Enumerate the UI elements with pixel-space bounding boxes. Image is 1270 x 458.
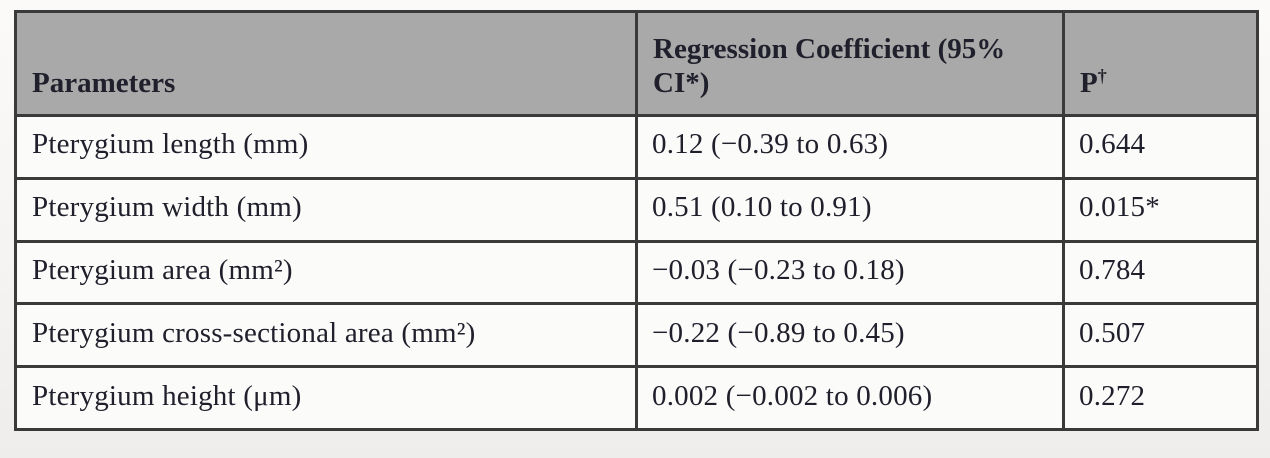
dagger-footnote-marker: † (1097, 65, 1107, 86)
p-value-cell: 0.644 (1062, 114, 1259, 180)
regression-results-table: Parameters Regression Coefficient (95% C… (14, 10, 1259, 431)
p-label: P (1080, 66, 1098, 99)
coefficient-cell: 0.002 (−0.002 to 0.006) (635, 365, 1065, 431)
p-value-cell: 0.272 (1062, 365, 1259, 431)
coefficient-cell: 0.51 (0.10 to 0.91) (635, 176, 1065, 243)
p-value-cell: 0.507 (1062, 302, 1259, 369)
table-row: Pterygium cross-sectional area (mm²) −0.… (14, 302, 1259, 369)
table-row: Pterygium area (mm²) −0.03 (−0.23 to 0.1… (14, 239, 1259, 306)
p-value-cell: 0.015* (1062, 176, 1259, 243)
coefficient-cell: −0.22 (−0.89 to 0.45) (635, 302, 1065, 369)
table-row: Pterygium width (mm) 0.51 (0.10 to 0.91)… (14, 176, 1259, 243)
column-header-p-value: P† (1062, 10, 1259, 117)
table-row: Pterygium length (mm) 0.12 (−0.39 to 0.6… (14, 114, 1259, 180)
coefficient-cell: 0.12 (−0.39 to 0.63) (635, 114, 1065, 180)
column-header-coefficient: Regression Coefficient (95% CI*) (635, 10, 1065, 117)
coefficient-cell: −0.03 (−0.23 to 0.18) (635, 239, 1065, 306)
p-value-cell: 0.784 (1062, 239, 1259, 306)
parameter-cell: Pterygium height (μm) (14, 365, 638, 431)
parameter-cell: Pterygium width (mm) (14, 176, 638, 243)
parameter-cell: Pterygium area (mm²) (14, 239, 638, 306)
column-header-parameters: Parameters (14, 10, 638, 117)
parameter-cell: Pterygium length (mm) (14, 114, 638, 180)
table-row: Pterygium height (μm) 0.002 (−0.002 to 0… (14, 365, 1259, 431)
table-header-row: Parameters Regression Coefficient (95% C… (14, 10, 1259, 117)
parameter-cell: Pterygium cross-sectional area (mm²) (14, 302, 638, 369)
